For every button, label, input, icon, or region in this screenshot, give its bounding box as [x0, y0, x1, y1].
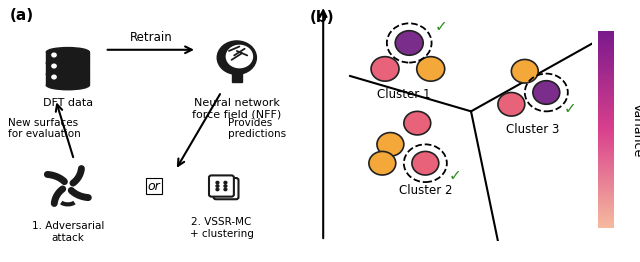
Circle shape: [221, 190, 224, 193]
Circle shape: [228, 184, 231, 187]
Circle shape: [498, 92, 525, 116]
Ellipse shape: [46, 69, 90, 79]
Ellipse shape: [46, 80, 90, 90]
FancyBboxPatch shape: [46, 74, 90, 85]
Circle shape: [511, 59, 538, 83]
Text: Retrain: Retrain: [129, 31, 172, 45]
Text: New surfaces
for evaluation: New surfaces for evaluation: [8, 118, 81, 139]
Circle shape: [52, 75, 56, 79]
Text: or: or: [147, 179, 160, 193]
Circle shape: [533, 81, 560, 104]
Circle shape: [52, 53, 56, 57]
Circle shape: [224, 188, 227, 191]
FancyBboxPatch shape: [209, 176, 234, 196]
Circle shape: [216, 181, 219, 184]
Circle shape: [227, 45, 252, 68]
Circle shape: [225, 184, 227, 187]
FancyBboxPatch shape: [46, 52, 90, 63]
Text: 1. Adversarial
attack: 1. Adversarial attack: [31, 221, 104, 243]
Circle shape: [228, 190, 231, 193]
Text: DFT data: DFT data: [43, 98, 93, 108]
Circle shape: [224, 185, 227, 187]
Circle shape: [371, 57, 399, 81]
Circle shape: [396, 31, 423, 55]
Circle shape: [417, 57, 445, 81]
Ellipse shape: [46, 59, 90, 68]
Y-axis label: Variance: Variance: [631, 102, 640, 157]
Text: Cluster 2: Cluster 2: [399, 184, 452, 198]
Text: ✓: ✓: [564, 101, 577, 117]
Text: (a): (a): [10, 8, 33, 23]
Circle shape: [221, 184, 224, 187]
Circle shape: [217, 41, 257, 74]
Text: 2. VSSR-MC
+ clustering: 2. VSSR-MC + clustering: [189, 217, 253, 239]
Circle shape: [224, 181, 227, 184]
Text: ✓: ✓: [435, 19, 448, 34]
Circle shape: [369, 151, 396, 175]
Circle shape: [377, 133, 404, 156]
FancyBboxPatch shape: [232, 73, 241, 82]
Circle shape: [225, 190, 227, 193]
Circle shape: [52, 64, 56, 68]
Text: ✓: ✓: [449, 167, 461, 183]
Circle shape: [404, 111, 431, 135]
Ellipse shape: [46, 47, 90, 57]
Circle shape: [216, 185, 219, 187]
Text: Neural network
force field (NFF): Neural network force field (NFF): [192, 98, 282, 120]
Text: Provides
predictions: Provides predictions: [228, 118, 285, 139]
FancyBboxPatch shape: [214, 178, 239, 199]
FancyBboxPatch shape: [46, 63, 90, 74]
Text: Cluster 3: Cluster 3: [506, 123, 559, 136]
Circle shape: [216, 188, 219, 191]
Text: Cluster 1: Cluster 1: [377, 88, 431, 101]
Circle shape: [412, 151, 439, 175]
Text: (b): (b): [310, 10, 334, 25]
